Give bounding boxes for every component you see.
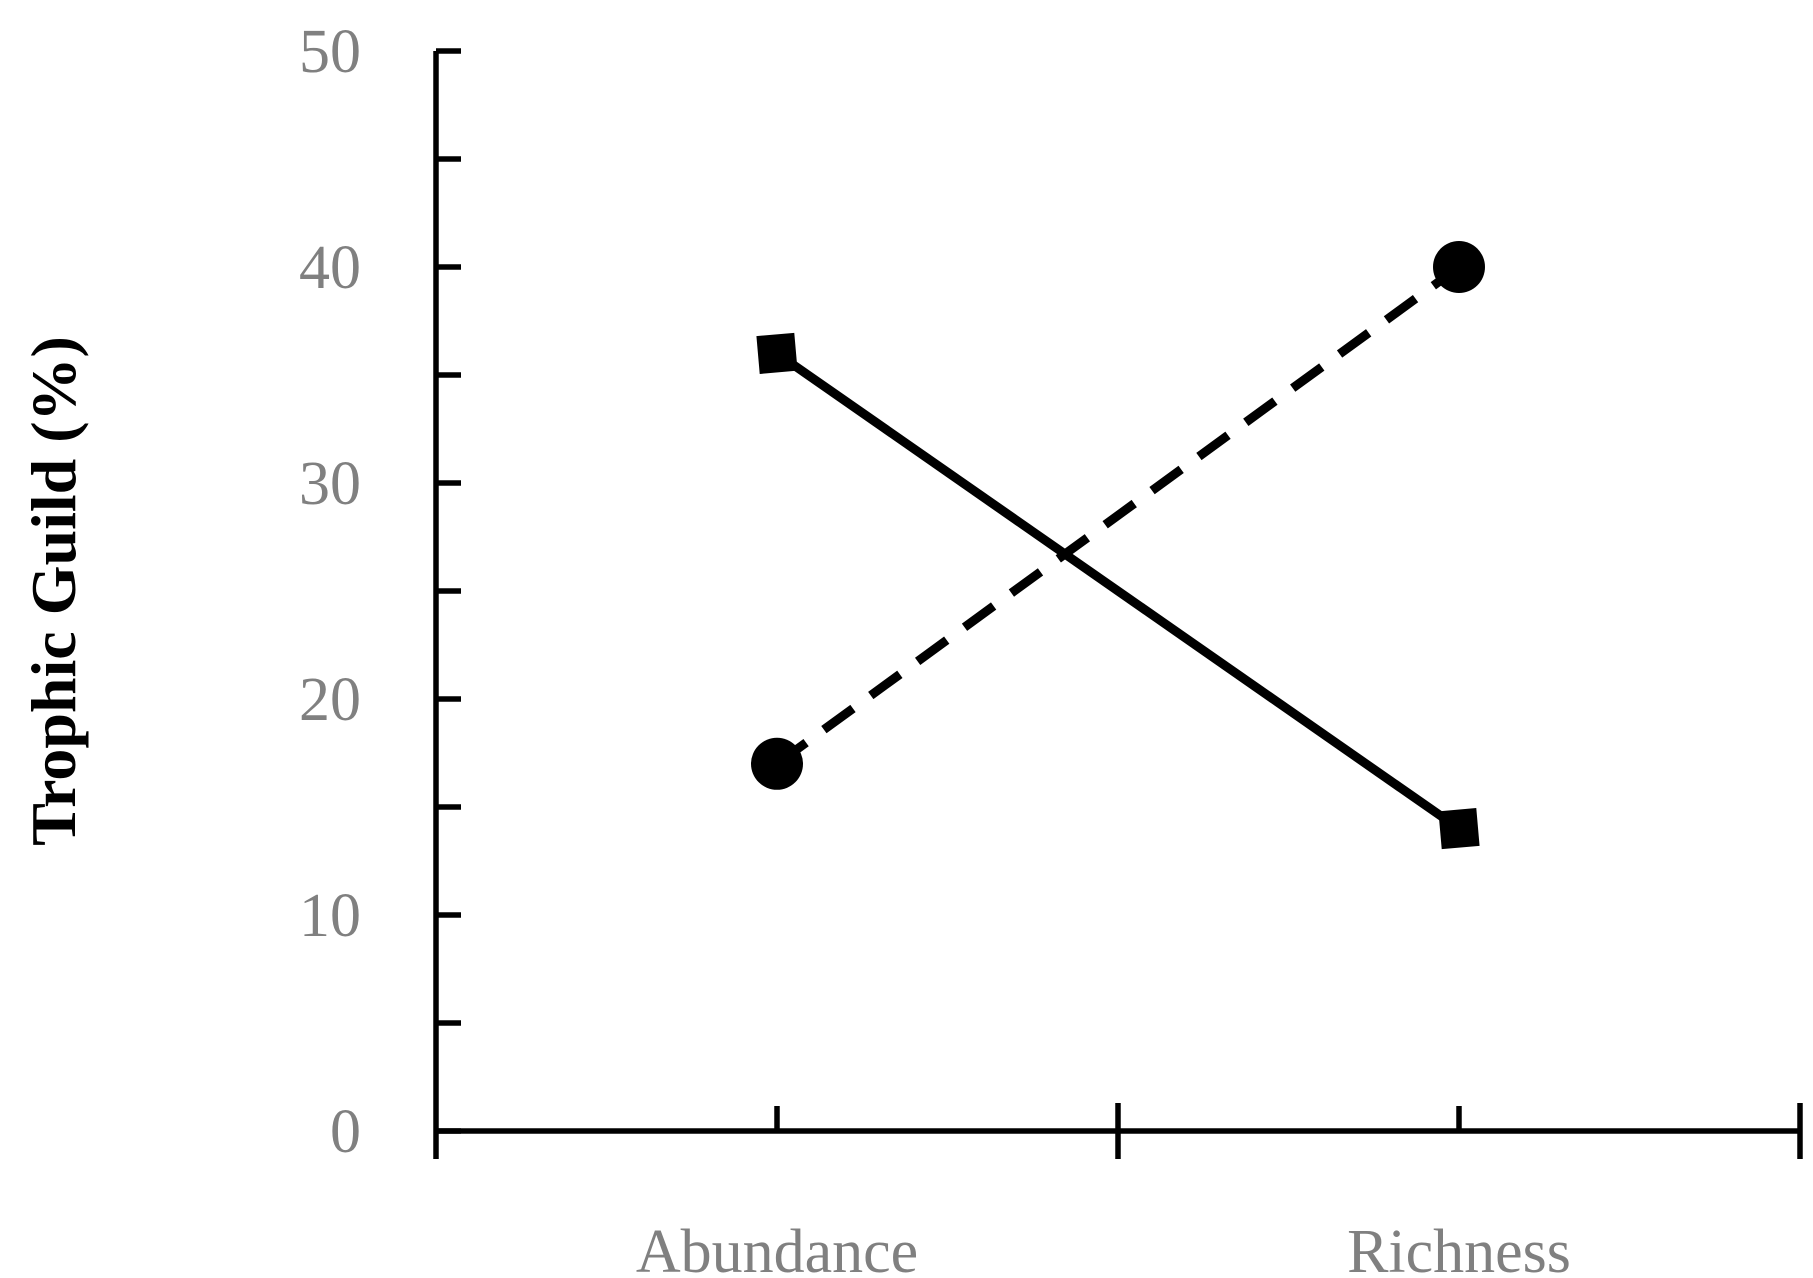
y-tick-label: 30 xyxy=(299,450,361,518)
series-square xyxy=(756,332,1480,850)
y-tick-label: 0 xyxy=(330,1098,361,1166)
x-tick-label: Abundance xyxy=(636,1218,918,1278)
x-tick-label: Richness xyxy=(1347,1218,1571,1278)
y-tick-label: 50 xyxy=(299,18,361,86)
axes xyxy=(433,51,1800,1159)
data-point-square xyxy=(1438,808,1480,850)
series-circle xyxy=(751,241,1485,790)
y-axis-title: Trophic Guild (%) xyxy=(18,336,89,846)
data-point-circle xyxy=(1433,241,1485,293)
y-ticks: 0 10 20 30 40 50 xyxy=(299,18,461,1166)
y-tick-label: 10 xyxy=(299,882,361,950)
series-line xyxy=(774,349,1462,833)
series-layer xyxy=(751,241,1485,850)
series-line xyxy=(774,263,1462,768)
data-point-circle xyxy=(751,737,803,790)
y-tick-label: 20 xyxy=(299,666,361,734)
data-point-square xyxy=(756,332,798,374)
x-ticks: Abundance Richness xyxy=(636,1103,1803,1278)
y-tick-label: 40 xyxy=(299,234,361,302)
